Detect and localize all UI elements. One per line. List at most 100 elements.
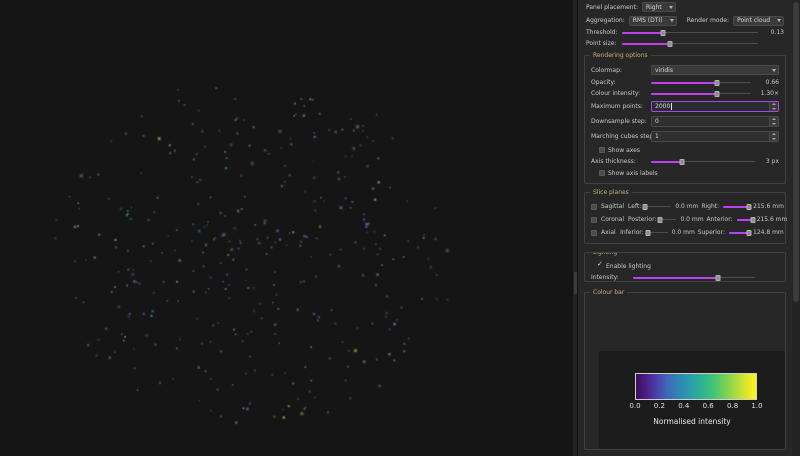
axial-min-slider[interactable] <box>645 228 668 238</box>
splitter-grip-icon <box>574 272 577 294</box>
slider-handle[interactable] <box>715 274 721 281</box>
slider-track <box>622 43 758 44</box>
enable-lighting-checkbox[interactable]: Enable lighting <box>597 261 651 270</box>
slider-handle[interactable] <box>746 203 752 210</box>
axis-thickness-value: 3 px <box>765 158 779 165</box>
slider-handle[interactable] <box>714 79 720 86</box>
downsample-step-value[interactable]: 0 <box>655 118 659 125</box>
render-mode-value: Point cloud <box>737 17 771 24</box>
slider-handle[interactable] <box>657 216 663 223</box>
threshold-value: 0.13 <box>770 29 784 36</box>
coronal-min-label: Posterior: <box>628 216 657 223</box>
point-size-slider[interactable] <box>622 39 758 49</box>
caret-down-icon <box>772 122 776 125</box>
render-mode-label: Render mode: <box>686 17 730 24</box>
scrollbar-thumb[interactable] <box>793 2 799 302</box>
sagittal-min-slider[interactable] <box>642 202 672 212</box>
axis-thickness-label: Axis thickness: <box>591 158 636 165</box>
lighting-title: Lighting <box>590 253 621 256</box>
slider-fill <box>633 276 719 279</box>
stepper-down-button[interactable] <box>770 122 778 127</box>
slice-plane-row: Axial Inferior: 0.0 mm Superior: 124.8 <box>585 226 785 239</box>
panel-splitter-handle[interactable] <box>572 0 578 456</box>
sagittal-enable-checkbox[interactable] <box>591 203 597 210</box>
colormap-combobox[interactable]: viridis <box>651 65 779 75</box>
maximum-points-stepper[interactable] <box>769 102 778 111</box>
slider-handle[interactable] <box>679 158 685 165</box>
coronal-max-slider[interactable] <box>736 215 756 225</box>
marching-cubes-step-spinbox[interactable]: 1 <box>651 131 779 142</box>
maximum-points-spinbox[interactable]: 2000 <box>651 101 779 112</box>
axis-thickness-slider[interactable] <box>651 157 755 167</box>
slider-handle[interactable] <box>714 90 720 97</box>
colour-bar-tick: 0.4 <box>678 402 690 410</box>
colour-bar-axis-label: Normalised intensity <box>653 417 731 426</box>
sagittal-max-value: 215.6 mm <box>753 203 784 210</box>
show-axes-checkbox[interactable]: Show axes <box>599 147 640 154</box>
slider-fill <box>736 218 753 221</box>
slider-handle[interactable] <box>667 40 673 47</box>
colour-bar-figure: 0.0 0.2 0.4 0.6 0.8 1.0 Normalised intensity <box>599 351 785 449</box>
coronal-max-label: Anterior: <box>706 216 733 223</box>
coronal-label: Coronal <box>601 216 625 223</box>
colour-intensity-slider[interactable] <box>651 89 751 99</box>
slider-track <box>622 32 758 33</box>
stepper-up-button[interactable] <box>770 132 778 137</box>
slider-handle[interactable] <box>660 29 666 36</box>
slider-fill <box>651 81 717 84</box>
opacity-row: Opacity: 0.66 <box>585 77 785 88</box>
maximum-points-value[interactable]: 2000 <box>652 102 769 111</box>
stepper-up-button[interactable] <box>770 117 778 122</box>
panel-placement-combobox[interactable]: Right <box>641 2 676 12</box>
coronal-min-slider[interactable] <box>657 215 677 225</box>
marching-cubes-step-stepper[interactable] <box>769 132 778 141</box>
slider-handle[interactable] <box>750 216 756 223</box>
aggregation-combobox[interactable]: RMS (DTI) <box>628 15 677 26</box>
axial-max-label: Superior: <box>697 229 725 236</box>
controls-scroll-area: Panel placement: Right Aggregation: RMS … <box>578 0 792 456</box>
slider-track <box>645 206 672 207</box>
point-cloud-canvas[interactable] <box>0 0 572 456</box>
caret-up-icon <box>772 103 776 106</box>
panel-vertical-scrollbar[interactable] <box>792 0 800 456</box>
3d-point-cloud-viewport[interactable] <box>0 0 572 456</box>
downsample-step-spinbox[interactable]: 0 <box>651 116 779 127</box>
threshold-slider[interactable] <box>622 28 758 38</box>
slider-handle[interactable] <box>642 203 648 210</box>
lighting-intensity-slider[interactable] <box>633 273 755 282</box>
threshold-label: Threshold: <box>586 29 618 36</box>
stepper-down-button[interactable] <box>770 137 778 142</box>
slider-track <box>660 219 677 220</box>
panel-placement-value: Right <box>645 3 662 11</box>
marching-cubes-step-value[interactable]: 1 <box>655 133 659 140</box>
opacity-slider[interactable] <box>651 78 751 88</box>
chevron-down-icon <box>772 68 776 72</box>
show-axis-labels-row: Show axis labels <box>585 167 785 179</box>
slider-fill <box>651 160 683 163</box>
axial-max-slider[interactable] <box>729 228 752 238</box>
show-axis-labels-checkbox[interactable]: Show axis labels <box>599 170 658 177</box>
render-mode-combobox[interactable]: Point cloud <box>733 15 784 26</box>
slider-handle[interactable] <box>746 229 752 236</box>
slider-track <box>651 161 755 162</box>
rendering-options-group: Rendering options Colormap: viridis Opac… <box>584 52 786 184</box>
sagittal-max-label: Right: <box>701 203 720 210</box>
downsample-step-stepper[interactable] <box>769 117 778 126</box>
chevron-down-icon <box>668 5 673 9</box>
sagittal-max-slider[interactable] <box>723 202 752 212</box>
stepper-down-button[interactable] <box>770 107 778 112</box>
colour-bar-tick: 0.6 <box>702 402 714 410</box>
slice-plane-row: Sagittal Left: 0.0 mm Right: 215.6 mm <box>585 200 785 213</box>
colour-bar-group: Colour bar 0.0 0.2 0.4 0.6 0.8 1.0 Normalised… <box>584 289 786 450</box>
slider-fill <box>622 42 670 45</box>
axial-enable-checkbox[interactable] <box>591 229 597 236</box>
chevron-down-icon <box>669 19 674 22</box>
checkbox-box-icon <box>599 170 605 176</box>
maximum-points-row: Maximum points: 2000 <box>585 99 785 114</box>
slider-fill <box>622 31 663 34</box>
maximum-points-label: Maximum points: <box>591 103 643 110</box>
stepper-up-button[interactable] <box>770 102 778 107</box>
downsample-step-label: Downsample step: <box>591 118 647 125</box>
coronal-enable-checkbox[interactable] <box>591 216 597 223</box>
slider-handle[interactable] <box>645 229 651 236</box>
